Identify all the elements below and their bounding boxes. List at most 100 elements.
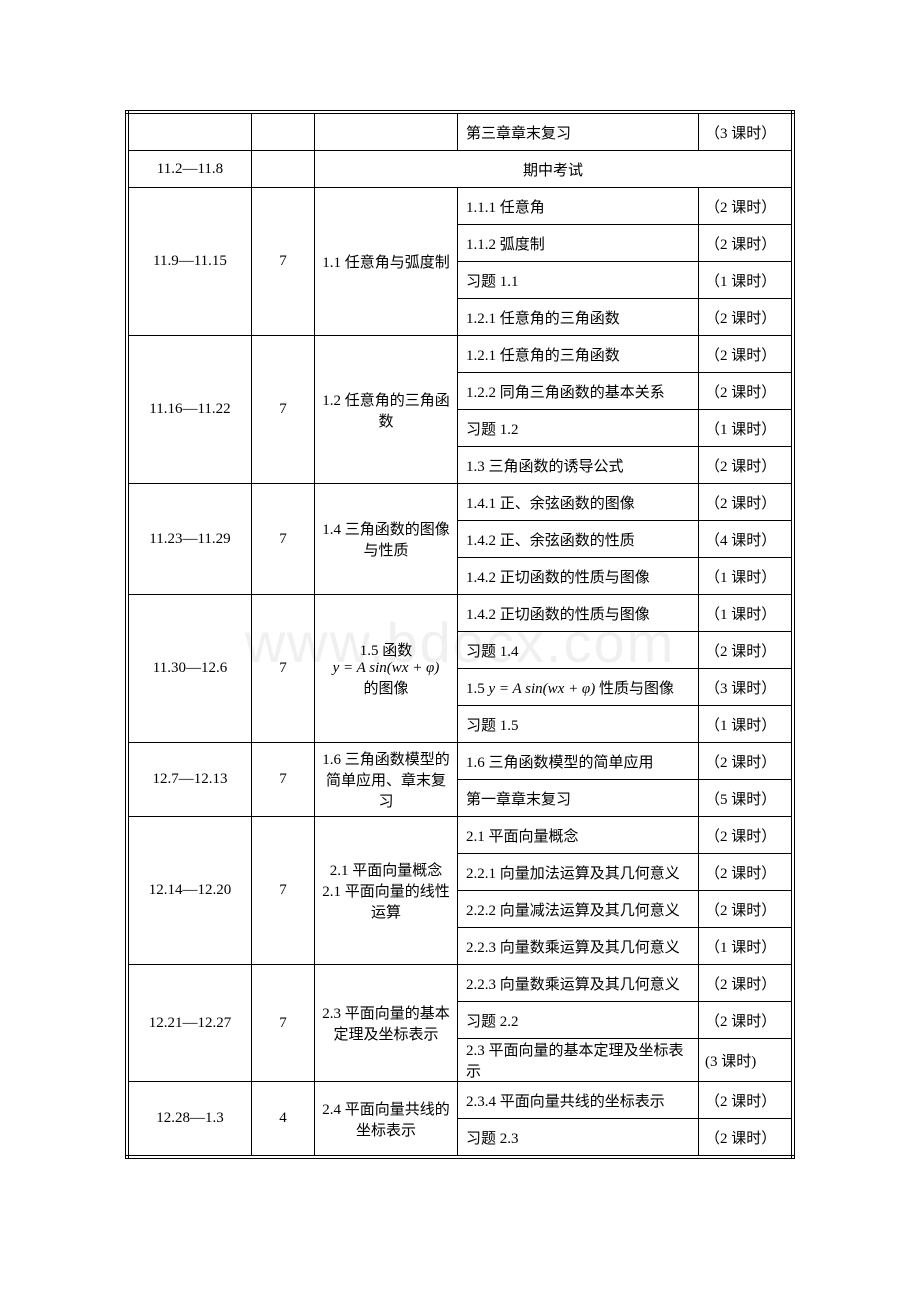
cell-count: 7 [252, 188, 315, 336]
cell-topic: 1.1.1 任意角 [458, 188, 699, 225]
cell-section [315, 112, 458, 151]
cell-topic: 习题 2.2 [458, 1002, 699, 1039]
cell-section: 2.1 平面向量概念 2.1 平面向量的线性运算 [315, 817, 458, 965]
cell-topic: 第三章章末复习 [458, 112, 699, 151]
cell-hours: （1 课时） [699, 928, 794, 965]
cell-period [127, 112, 252, 151]
cell-section: 1.4 三角函数的图像与性质 [315, 484, 458, 595]
cell-topic: 1.4.2 正切函数的性质与图像 [458, 558, 699, 595]
cell-period: 11.2—11.8 [127, 151, 252, 188]
cell-period: 12.14—12.20 [127, 817, 252, 965]
cell-hours: （5 课时） [699, 780, 794, 817]
cell-period: 11.9—11.15 [127, 188, 252, 336]
cell-hours: （2 课时） [699, 632, 794, 669]
cell-topic: 习题 1.1 [458, 262, 699, 299]
cell-hours: （1 课时） [699, 262, 794, 299]
cell-exam: 期中考试 [315, 151, 794, 188]
cell-topic: 2.2.1 向量加法运算及其几何意义 [458, 854, 699, 891]
cell-topic: 1.4.2 正切函数的性质与图像 [458, 595, 699, 632]
table-row: 第三章章末复习 （3 课时） [127, 112, 793, 151]
cell-hours: （2 课时） [699, 1082, 794, 1119]
cell-hours: (3 课时) [699, 1039, 794, 1082]
table-row: 11.2—11.8 期中考试 [127, 151, 793, 188]
cell-hours: （2 课时） [699, 891, 794, 928]
cell-topic: 第一章章末复习 [458, 780, 699, 817]
table-row: 11.30—12.6 7 1.5 函数 y = A sin(wx + φ) 的图… [127, 595, 793, 632]
cell-hours: （1 课时） [699, 595, 794, 632]
cell-period: 12.28—1.3 [127, 1082, 252, 1158]
cell-hours: （2 课时） [699, 1002, 794, 1039]
cell-hours: （2 课时） [699, 299, 794, 336]
cell-topic: 2.2.3 向量数乘运算及其几何意义 [458, 928, 699, 965]
cell-count: 7 [252, 595, 315, 743]
cell-topic: 2.3.4 平面向量共线的坐标表示 [458, 1082, 699, 1119]
cell-topic: 1.2.1 任意角的三角函数 [458, 336, 699, 373]
cell-hours: （2 课时） [699, 743, 794, 780]
cell-section: 2.3 平面向量的基本定理及坐标表示 [315, 965, 458, 1082]
cell-period: 12.21—12.27 [127, 965, 252, 1082]
table-row: 12.14—12.20 7 2.1 平面向量概念 2.1 平面向量的线性运算 2… [127, 817, 793, 854]
cell-topic: 习题 1.4 [458, 632, 699, 669]
cell-period: 11.23—11.29 [127, 484, 252, 595]
cell-count: 4 [252, 1082, 315, 1158]
cell-topic: 1.1.2 弧度制 [458, 225, 699, 262]
cell-topic: 1.4.1 正、余弦函数的图像 [458, 484, 699, 521]
cell-hours: （1 课时） [699, 558, 794, 595]
cell-period: 12.7—12.13 [127, 743, 252, 817]
table-row: 12.28—1.3 4 2.4 平面向量共线的坐标表示 2.3.4 平面向量共线… [127, 1082, 793, 1119]
cell-topic: 1.3 三角函数的诱导公式 [458, 447, 699, 484]
cell-section: 1.6 三角函数模型的简单应用、章末复习 [315, 743, 458, 817]
table-row: 12.7—12.13 7 1.6 三角函数模型的简单应用、章末复习 1.6 三角… [127, 743, 793, 780]
table-row: 12.21—12.27 7 2.3 平面向量的基本定理及坐标表示 2.2.3 向… [127, 965, 793, 1002]
cell-count [252, 151, 315, 188]
cell-topic: 1.2.2 同角三角函数的基本关系 [458, 373, 699, 410]
cell-count: 7 [252, 336, 315, 484]
topic-pre: 1.5 [466, 681, 489, 697]
cell-count: 7 [252, 965, 315, 1082]
cell-hours: （2 课时） [699, 447, 794, 484]
cell-period: 11.30—12.6 [127, 595, 252, 743]
cell-topic: 2.2.3 向量数乘运算及其几何意义 [458, 965, 699, 1002]
cell-hours: （2 课时） [699, 225, 794, 262]
cell-count: 7 [252, 817, 315, 965]
cell-hours: （2 课时） [699, 965, 794, 1002]
table-row: 11.9—11.15 7 1.1 任意角与弧度制 1.1.1 任意角 （2 课时… [127, 188, 793, 225]
cell-section: 1.5 函数 y = A sin(wx + φ) 的图像 [315, 595, 458, 743]
cell-topic: 习题 2.3 [458, 1119, 699, 1158]
section-post: 的图像 [363, 681, 408, 697]
cell-topic: 2.2.2 向量减法运算及其几何意义 [458, 891, 699, 928]
cell-topic: 习题 1.2 [458, 410, 699, 447]
cell-topic: 1.5 y = A sin(wx + φ) 性质与图像 [458, 669, 699, 706]
cell-hours: （2 课时） [699, 854, 794, 891]
table-row: 11.16—11.22 7 1.2 任意角的三角函数 1.2.1 任意角的三角函… [127, 336, 793, 373]
cell-hours: （1 课时） [699, 410, 794, 447]
cell-topic: 习题 1.5 [458, 706, 699, 743]
cell-section: 2.4 平面向量共线的坐标表示 [315, 1082, 458, 1158]
cell-hours: （1 课时） [699, 706, 794, 743]
cell-section: 1.2 任意角的三角函数 [315, 336, 458, 484]
cell-topic: 2.1 平面向量概念 [458, 817, 699, 854]
topic-post: 性质与图像 [595, 681, 674, 697]
cell-count: 7 [252, 743, 315, 817]
section-formula: y = A sin(wx + φ) [333, 660, 440, 676]
schedule-table: 第三章章末复习 （3 课时） 11.2—11.8 期中考试 11.9—11.15… [125, 110, 795, 1159]
cell-hours: （2 课时） [699, 484, 794, 521]
cell-count: 7 [252, 484, 315, 595]
cell-topic: 1.6 三角函数模型的简单应用 [458, 743, 699, 780]
cell-count [252, 112, 315, 151]
cell-topic: 2.3 平面向量的基本定理及坐标表示 [458, 1039, 699, 1082]
cell-hours: （2 课时） [699, 817, 794, 854]
cell-hours: （4 课时） [699, 521, 794, 558]
cell-hours: （2 课时） [699, 1119, 794, 1158]
cell-topic: 1.2.1 任意角的三角函数 [458, 299, 699, 336]
cell-topic: 1.4.2 正、余弦函数的性质 [458, 521, 699, 558]
cell-hours: （3 课时） [699, 112, 794, 151]
section-pre: 1.5 函数 [360, 643, 413, 659]
cell-hours: （2 课时） [699, 373, 794, 410]
table-row: 11.23—11.29 7 1.4 三角函数的图像与性质 1.4.1 正、余弦函… [127, 484, 793, 521]
cell-section: 1.1 任意角与弧度制 [315, 188, 458, 336]
cell-hours: （2 课时） [699, 188, 794, 225]
cell-hours: （2 课时） [699, 336, 794, 373]
cell-hours: （3 课时） [699, 669, 794, 706]
topic-formula: y = A sin(wx + φ) [489, 681, 596, 697]
